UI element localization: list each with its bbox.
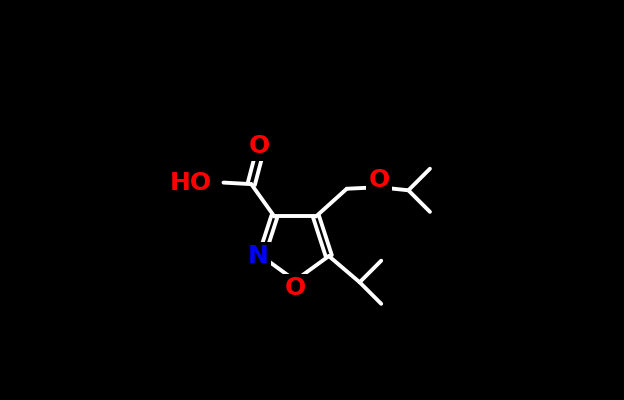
Text: HO: HO	[170, 170, 212, 194]
Text: N: N	[248, 244, 269, 268]
Text: O: O	[248, 134, 270, 158]
Text: O: O	[285, 276, 306, 300]
Text: O: O	[369, 168, 390, 192]
